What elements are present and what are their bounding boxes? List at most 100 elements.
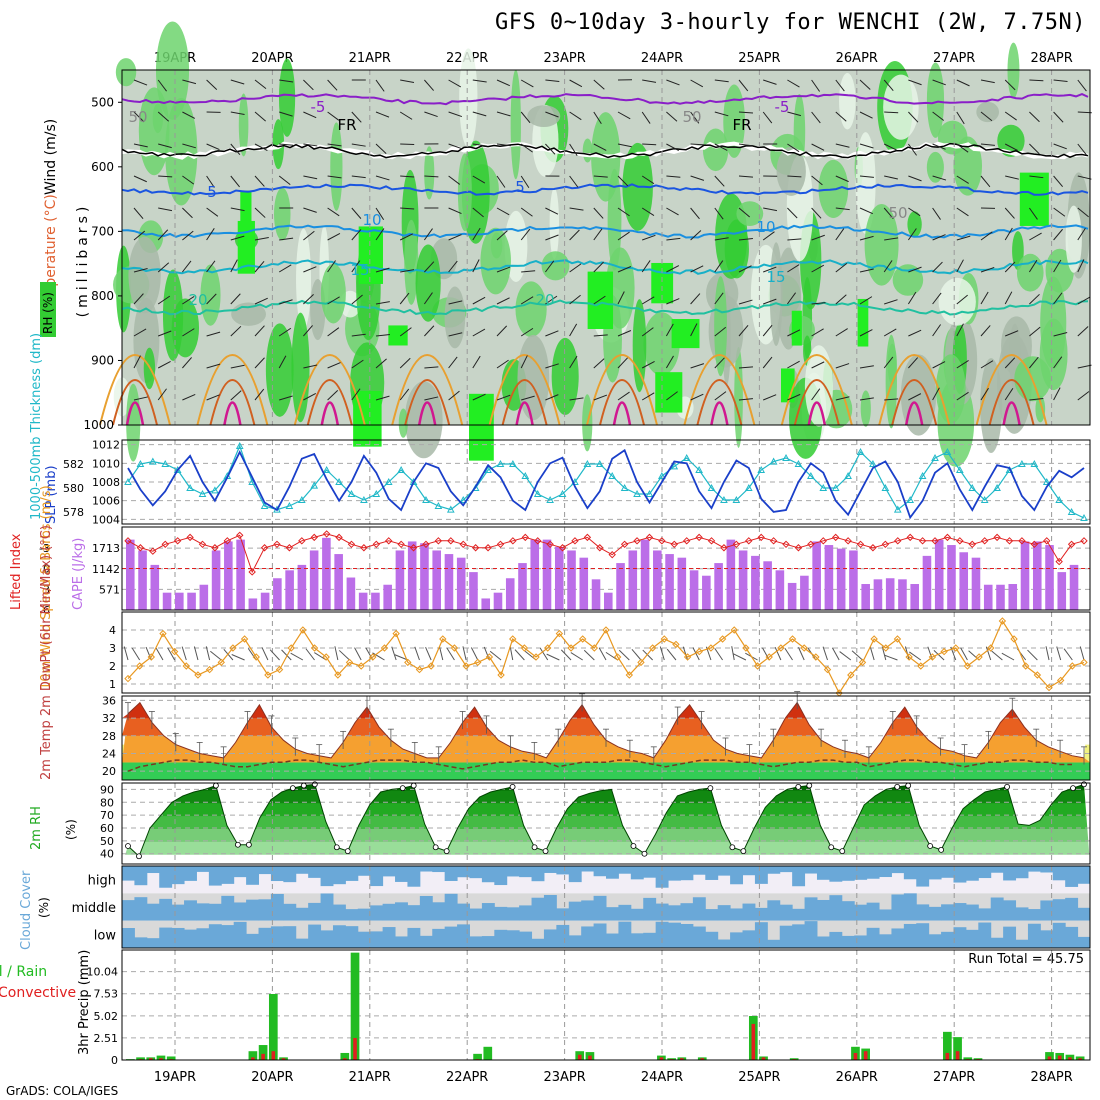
wind-barb — [883, 356, 894, 369]
wind-barb — [569, 294, 581, 305]
cloud-cell — [481, 866, 495, 883]
wind-barb — [933, 650, 945, 661]
wind-speed-marker — [194, 671, 202, 679]
cloud-cell — [283, 866, 297, 883]
wind-speed-marker — [1010, 635, 1018, 643]
cloud-cell — [283, 903, 297, 921]
precip-convective-bar — [1057, 1055, 1062, 1060]
li-marker — [620, 540, 629, 548]
cloud-cell — [978, 866, 992, 879]
rh-marker — [245, 841, 252, 848]
cloud-cell — [581, 926, 595, 948]
rh-region — [320, 263, 346, 324]
wind-speed-marker — [252, 653, 260, 661]
precip-convective-bar — [281, 1058, 286, 1060]
temp-contour-30 — [891, 379, 938, 426]
upper-ylabel-units-group: (millibars) — [75, 203, 91, 318]
slp-tick-label: 1004 — [92, 513, 120, 526]
li-marker — [360, 544, 368, 552]
thickness-marker — [384, 477, 393, 485]
wind-barb — [811, 175, 823, 186]
wind-barb — [859, 175, 874, 178]
cloud-cell — [754, 907, 768, 921]
wind-barb — [690, 393, 704, 401]
thickness-marker — [124, 477, 132, 485]
wind-speed-marker — [392, 629, 400, 638]
wind-barb — [261, 647, 269, 661]
wind-barb — [182, 207, 193, 219]
rh-region — [330, 122, 343, 211]
li-marker — [149, 547, 157, 555]
run-total-label: Run Total = 45.75 — [968, 952, 1084, 967]
cloud-cell — [332, 866, 346, 885]
wind-barb — [424, 111, 438, 118]
wind-barb — [932, 111, 945, 121]
cape-bar — [273, 578, 282, 610]
wind-barb — [448, 260, 458, 273]
wind-barb — [786, 292, 796, 305]
temp-tick-label: 36 — [102, 694, 116, 707]
precip-convective-bar — [700, 1058, 705, 1060]
li-marker — [980, 537, 989, 545]
precip-total-bar — [340, 1052, 350, 1060]
cloud-cell — [208, 866, 222, 886]
thickness-marker — [1018, 459, 1026, 467]
thickness-marker — [881, 483, 890, 491]
wind-speed-marker — [1068, 662, 1077, 670]
wind-barb — [1004, 111, 1017, 121]
wind-barb — [327, 362, 341, 369]
thickness-marker — [732, 495, 741, 503]
precip-convective-bar — [945, 1052, 950, 1060]
cloud-cell — [841, 935, 855, 948]
wind-barb — [1004, 388, 1014, 401]
wind-barb — [617, 330, 632, 337]
wind-speed-marker — [870, 635, 878, 643]
cloud-cell — [122, 866, 135, 881]
rh-tick-label: 80 — [100, 796, 114, 809]
rh-saturated-region — [671, 318, 700, 349]
wind-barb — [835, 396, 850, 401]
wind-barb — [1029, 143, 1040, 155]
wind-barb — [763, 207, 778, 212]
wind-barb — [470, 647, 479, 661]
wind-frame — [121, 611, 1091, 694]
precip-ylabel: 3hr Precip (mm) — [77, 950, 92, 1055]
cloud-cell — [370, 866, 384, 887]
wind-speed-marker — [987, 644, 995, 652]
wind-barb — [545, 363, 559, 369]
wind-barb — [642, 234, 656, 241]
cloud-cell — [506, 907, 520, 921]
precip-convective-bar — [261, 1053, 265, 1060]
cape-bar — [1069, 564, 1079, 610]
cloud-cell — [221, 866, 235, 884]
rh-region — [273, 187, 291, 241]
wind-barb — [448, 356, 458, 369]
wind-barb — [351, 294, 363, 305]
wind-speed-marker — [730, 626, 738, 634]
wind-barb — [514, 649, 525, 661]
cloud-cell — [779, 925, 793, 948]
wind-speed-marker — [998, 617, 1007, 625]
rh-marker — [630, 843, 637, 849]
wind-barb — [617, 357, 628, 369]
wind-speed-marker — [742, 644, 750, 652]
wind-barb — [598, 647, 607, 661]
wind-barb — [1053, 259, 1062, 273]
thickness-marker — [682, 453, 691, 461]
cloud-cell — [171, 904, 185, 921]
wind-barb — [521, 395, 535, 401]
wind-barb — [869, 646, 875, 661]
wind-barb — [985, 646, 992, 661]
rh-region — [238, 93, 249, 157]
cape-bar — [885, 578, 895, 610]
cloud-cell — [606, 866, 619, 879]
upper-ylabel-units: (millibars) — [75, 203, 91, 318]
wind-barb — [206, 331, 221, 337]
wind-barb — [714, 143, 728, 151]
cloud-cell — [668, 905, 681, 921]
temp-fill-darkred — [122, 702, 1090, 719]
slp-tick-label: 1006 — [92, 495, 120, 508]
wind-speed-marker — [229, 644, 237, 652]
wind-barb — [206, 143, 220, 151]
cloud-cell — [866, 866, 880, 879]
